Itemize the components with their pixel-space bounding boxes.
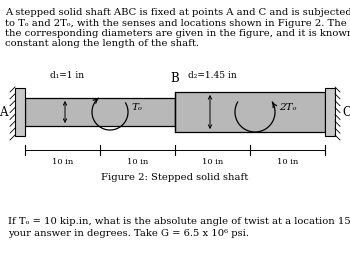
Text: d₁=1 in: d₁=1 in <box>50 71 84 80</box>
Bar <box>15 88 25 136</box>
Text: to Tₒ and 2Tₒ, with the senses and locations shown in Figure 2. The lengths of e: to Tₒ and 2Tₒ, with the senses and locat… <box>5 18 350 27</box>
Text: If Tₒ = 10 kip.in, what is the absolute angle of twist at a location 15 in. from: If Tₒ = 10 kip.in, what is the absolute … <box>8 217 350 226</box>
Bar <box>175 92 325 132</box>
Text: A stepped solid shaft ABC is fixed at points A and C and is subjected to two ext: A stepped solid shaft ABC is fixed at po… <box>5 8 350 17</box>
Text: 10 in: 10 in <box>277 158 298 166</box>
Text: A: A <box>0 106 8 119</box>
Bar <box>25 98 175 126</box>
Text: your answer in degrees. Take G = 6.5 x 10⁶ psi.: your answer in degrees. Take G = 6.5 x 1… <box>8 229 249 238</box>
Text: Figure 2: Stepped solid shaft: Figure 2: Stepped solid shaft <box>102 173 248 182</box>
Text: the corresponding diameters are given in the figure, and it is known that the sh: the corresponding diameters are given in… <box>5 29 350 38</box>
Text: 10 in: 10 in <box>52 158 73 166</box>
Text: B: B <box>171 72 179 85</box>
Text: 2Tₒ: 2Tₒ <box>279 102 296 111</box>
Text: d₂=1.45 in: d₂=1.45 in <box>188 71 236 80</box>
Text: C: C <box>342 106 350 119</box>
Text: constant along the length of the shaft.: constant along the length of the shaft. <box>5 40 199 49</box>
Text: 10 in: 10 in <box>127 158 148 166</box>
Bar <box>325 88 335 136</box>
Text: Tₒ: Tₒ <box>132 102 143 111</box>
Text: 10 in: 10 in <box>202 158 223 166</box>
